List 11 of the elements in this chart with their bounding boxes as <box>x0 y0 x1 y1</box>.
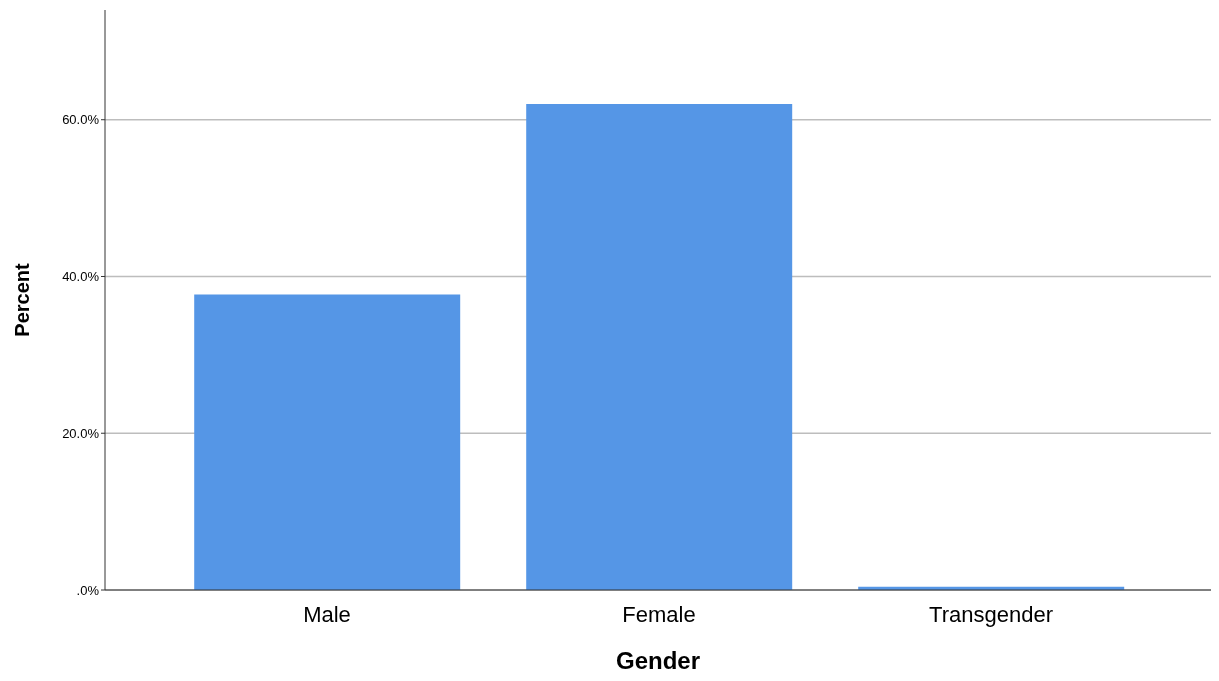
x-tick-label: Transgender <box>929 601 1053 627</box>
x-tick-label: Female <box>622 601 696 627</box>
x-tick-label: Male <box>303 601 351 627</box>
bar <box>526 104 793 590</box>
y-axis-title: Percent <box>11 262 34 337</box>
y-tick-label: 60.0% <box>62 112 100 128</box>
bar <box>194 294 461 590</box>
y-tick-label: 40.0% <box>62 269 100 285</box>
x-axis-title: Gender <box>615 647 701 674</box>
y-tick-label: 20.0% <box>62 425 100 441</box>
y-tick-label: .0% <box>76 582 100 598</box>
